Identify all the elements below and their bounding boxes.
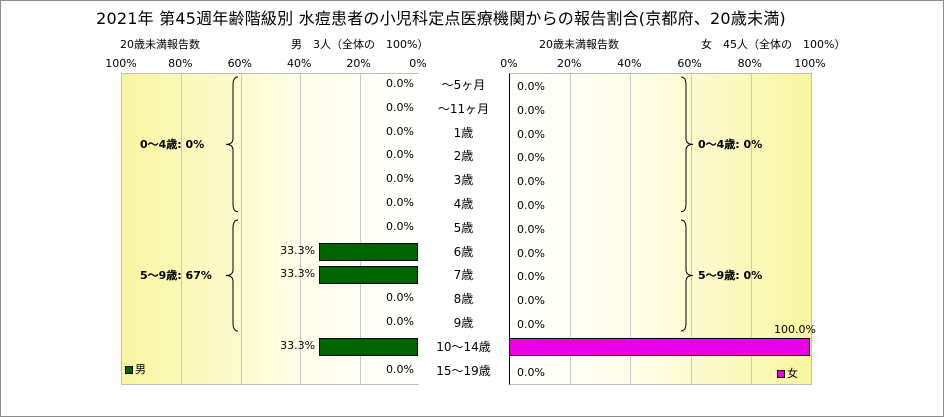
- male-group-label: 0～4歳: 0%: [140, 138, 205, 152]
- male-bar: [319, 242, 418, 261]
- female-value-label: 100.0%: [774, 322, 816, 336]
- female-group-label: 0～4歳: 0%: [698, 138, 763, 152]
- male-bar: [319, 337, 418, 356]
- male-gridline: [240, 74, 242, 384]
- male-gridline: [359, 74, 361, 384]
- female-tick-label: 100%: [794, 57, 826, 70]
- female-tick-label: 80%: [737, 57, 763, 70]
- male-legend: 男: [125, 361, 146, 377]
- female-value-label: 0.0%: [517, 151, 545, 165]
- male-value-label: 33.3%: [280, 267, 316, 281]
- male-axis-title: 20歳未満報告数: [120, 38, 200, 51]
- chart-title: 2021年 第45週年齢階級別 水痘患者の小児科定点医療機関からの報告割合(京都…: [96, 9, 786, 28]
- male-tick-label: 20%: [346, 57, 371, 70]
- female-value-label: 0.0%: [517, 317, 545, 331]
- age-category-label: 15～19歳: [436, 363, 491, 378]
- age-category-label: 8歳: [453, 292, 474, 307]
- female-tick-label: 0%: [500, 57, 518, 70]
- female-value-label: 0.0%: [517, 103, 545, 117]
- male-plot-area: [121, 73, 419, 385]
- male-value-label: 0.0%: [386, 314, 414, 328]
- female-value-label: 0.0%: [517, 270, 545, 284]
- male-value-label: 0.0%: [386, 362, 414, 376]
- male-value-label: 0.0%: [386, 76, 414, 90]
- age-category-label: 9歳: [453, 315, 474, 330]
- male-tick-label: 60%: [227, 57, 253, 70]
- female-plot-area: [509, 73, 812, 385]
- age-category-label: ～5ヶ月: [441, 77, 486, 92]
- female-bar: [509, 337, 810, 356]
- female-legend-swatch: [777, 370, 785, 378]
- female-value-label: 0.0%: [517, 246, 545, 260]
- female-tick-label: 60%: [677, 57, 702, 70]
- male-tick-label: 100%: [105, 57, 137, 70]
- group-brace: [680, 76, 694, 213]
- female-value-label: 0.0%: [517, 294, 545, 308]
- female-value-label: 0.0%: [517, 79, 545, 93]
- male-value-label: 33.3%: [280, 243, 316, 257]
- female-gridline: [570, 74, 572, 384]
- age-category-label: 6歳: [453, 244, 474, 259]
- male-bar: [319, 266, 418, 285]
- male-value-label: 0.0%: [386, 195, 414, 209]
- age-category-label: 2歳: [453, 149, 474, 164]
- male-value-label: 0.0%: [386, 291, 414, 305]
- female-legend-label: 女: [787, 367, 798, 380]
- female-header: 女 45人（全体の 100%）: [701, 38, 846, 51]
- male-tick-label: 80%: [168, 57, 193, 70]
- female-axis-title: 20歳未満報告数: [539, 38, 619, 51]
- male-tick-label: 0%: [409, 57, 427, 70]
- male-gridline: [300, 74, 302, 384]
- female-tick-label: 20%: [556, 57, 582, 70]
- female-gridline: [630, 74, 632, 384]
- age-category-label: 5歳: [453, 220, 474, 235]
- age-category-label: 3歳: [453, 173, 474, 188]
- female-value-label: 0.0%: [517, 175, 545, 189]
- age-category-label: 4歳: [453, 196, 474, 211]
- female-value-label: 0.0%: [517, 198, 545, 212]
- male-value-label: 0.0%: [386, 124, 414, 138]
- group-brace: [680, 219, 694, 332]
- female-tick-label: 40%: [617, 57, 642, 70]
- female-gridline: [750, 74, 752, 384]
- female-gridline: [690, 74, 692, 384]
- age-category-label: 10～14歳: [436, 339, 491, 354]
- age-category-label: 1歳: [453, 125, 474, 140]
- female-legend: 女: [777, 365, 798, 381]
- male-legend-label: 男: [135, 363, 146, 376]
- male-value-label: 0.0%: [386, 148, 414, 162]
- age-category-label: ～11ヶ月: [437, 101, 490, 116]
- female-value-label: 0.0%: [517, 222, 545, 236]
- male-group-label: 5～9歳: 67%: [140, 269, 212, 283]
- female-group-label: 5～9歳: 0%: [698, 269, 763, 283]
- group-brace: [225, 76, 239, 213]
- male-header: 男 3人（全体の 100%）: [291, 38, 429, 51]
- male-value-label: 33.3%: [280, 338, 316, 352]
- male-value-label: 0.0%: [386, 219, 414, 233]
- male-value-label: 0.0%: [386, 172, 414, 186]
- group-brace: [225, 219, 239, 332]
- female-value-label: 0.0%: [517, 365, 545, 379]
- age-category-label: 7歳: [453, 268, 474, 283]
- male-tick-label: 40%: [286, 57, 312, 70]
- male-gridline: [181, 74, 183, 384]
- male-value-label: 0.0%: [386, 100, 414, 114]
- female-value-label: 0.0%: [517, 127, 545, 141]
- male-legend-swatch: [125, 366, 133, 374]
